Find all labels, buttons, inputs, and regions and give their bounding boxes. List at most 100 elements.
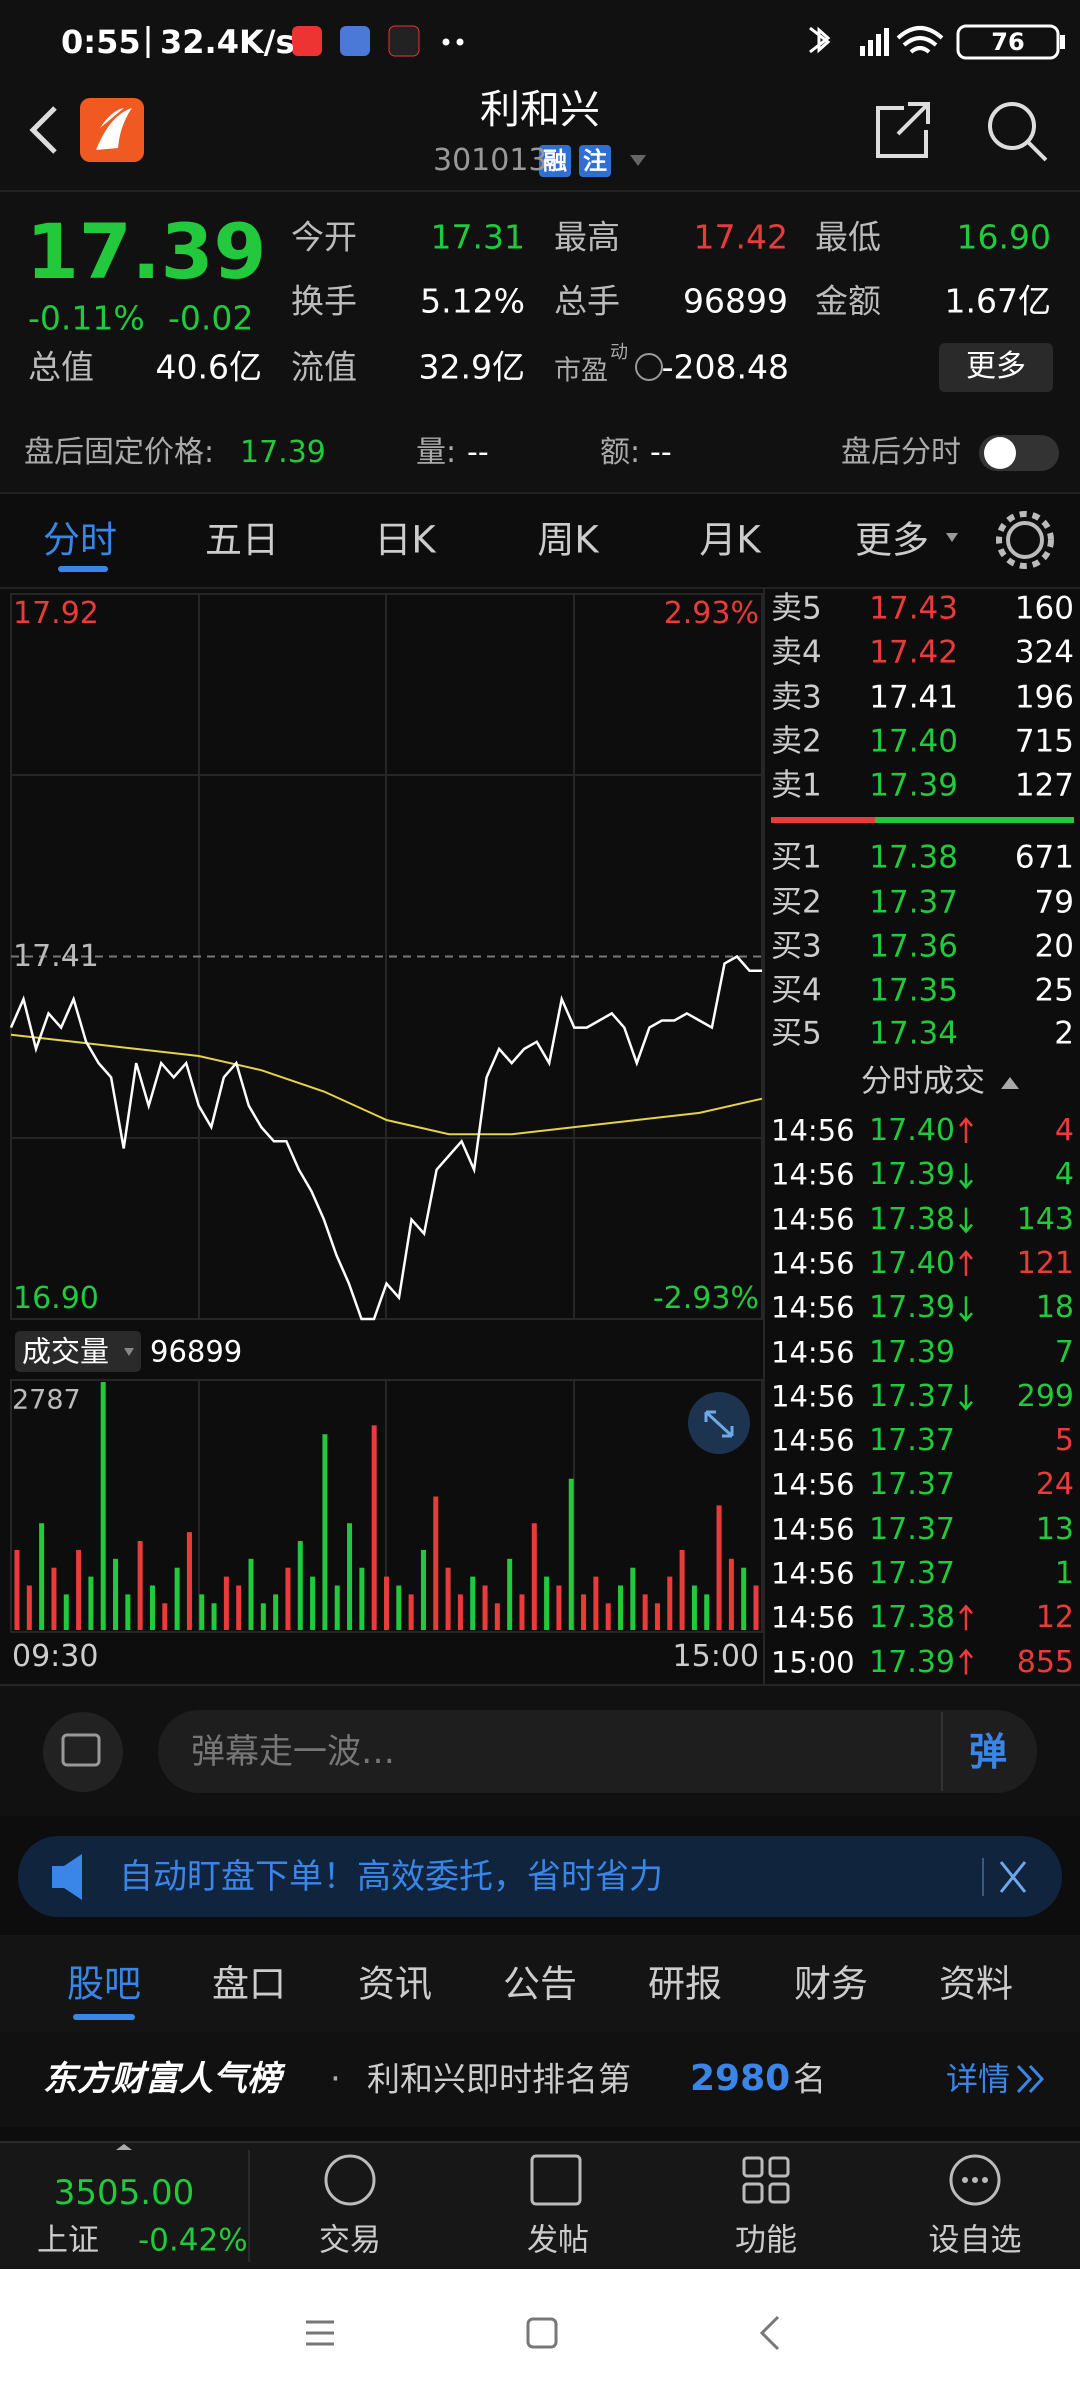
book-label: 卖2 xyxy=(771,723,822,760)
comment-input[interactable] xyxy=(158,1710,1037,1793)
watchlist-icon[interactable] xyxy=(949,2154,1001,2206)
book-label: 卖3 xyxy=(771,679,822,716)
volume-bar xyxy=(113,1558,119,1630)
tag: 融 xyxy=(543,147,567,175)
more-button-label[interactable]: 更多 xyxy=(966,349,1026,384)
index-value[interactable]: 3505.00 xyxy=(53,2173,195,2213)
nav-item[interactable]: 交易 xyxy=(319,2222,381,2259)
back-icon[interactable] xyxy=(29,106,57,154)
after-hours-volume-label: 量: xyxy=(416,435,457,470)
news-tab[interactable]: 研报 xyxy=(648,1962,722,2006)
volume-bar xyxy=(716,1505,722,1630)
nav-item[interactable]: 设自选 xyxy=(928,2222,1022,2259)
back-button[interactable] xyxy=(759,2315,780,2351)
news-tab[interactable]: 资料 xyxy=(939,1962,1013,2006)
comment-icon-bg[interactable] xyxy=(43,1712,123,1792)
book-label: 卖1 xyxy=(771,767,822,804)
volume-bar xyxy=(63,1594,69,1630)
battery-level: 76 xyxy=(991,28,1025,56)
home-button[interactable] xyxy=(526,2317,558,2349)
banner-bg[interactable] xyxy=(18,1836,1062,1917)
dropdown[interactable] xyxy=(630,155,646,166)
index-name: 上证 xyxy=(37,2222,99,2259)
volume-bar xyxy=(88,1576,94,1630)
volume-selector[interactable] xyxy=(15,1331,141,1372)
trade-icon[interactable] xyxy=(324,2154,376,2206)
ranking-bg xyxy=(0,2032,1080,2127)
book-price: 17.37 xyxy=(869,884,958,921)
expand-icon xyxy=(704,1410,734,1438)
average-line xyxy=(10,1033,763,1136)
more-button[interactable] xyxy=(939,343,1053,392)
news-tab[interactable]: 公告 xyxy=(503,1962,577,2006)
after-hours-toggle-label: 盘后分时 xyxy=(841,435,961,470)
news-tab[interactable]: 资讯 xyxy=(358,1962,432,2006)
tag-bg xyxy=(539,145,571,177)
volume-bar xyxy=(654,1603,660,1630)
field-label: 金额 xyxy=(815,281,881,321)
volume-bar xyxy=(531,1523,537,1630)
trade-time: 14:56 xyxy=(771,1512,855,1547)
net-speed: 32.4K/s xyxy=(160,23,295,61)
book-label: 买4 xyxy=(771,972,822,1009)
volume-bar xyxy=(39,1523,45,1630)
share-icon[interactable] xyxy=(876,102,930,158)
chart-tab[interactable]: 五日 xyxy=(205,518,279,562)
news-tab[interactable]: 股吧 xyxy=(67,1962,141,2006)
volume-bar xyxy=(347,1523,353,1630)
y-tick-label: 17.92 xyxy=(13,596,99,631)
speaker-icon xyxy=(52,1854,82,1900)
trade-time: 14:56 xyxy=(771,1113,855,1148)
field-value: 17.31 xyxy=(430,217,525,257)
volume-bar xyxy=(667,1576,673,1630)
chart-tab[interactable]: 周K xyxy=(537,518,599,562)
function-icon[interactable] xyxy=(742,2156,790,2204)
volume-bar xyxy=(260,1603,266,1630)
comment-placeholder[interactable]: 弹幕走一波… xyxy=(191,1732,395,1772)
ranking-link[interactable]: 详情 xyxy=(946,2060,1011,2098)
book-volume: 671 xyxy=(1014,839,1074,876)
banner-text[interactable]: 自动盯盘下单！高效委托，省时省力 xyxy=(119,1857,663,1897)
field-label: 最低 xyxy=(815,217,881,257)
volume-bar xyxy=(125,1594,131,1630)
trade-volume: 13 xyxy=(1035,1511,1074,1547)
close-icon[interactable] xyxy=(999,1861,1027,1893)
trade-time: 14:56 xyxy=(771,1467,855,1502)
menu-button[interactable] xyxy=(306,2320,334,2346)
post-icon[interactable] xyxy=(530,2154,582,2206)
trade-time: 14:56 xyxy=(771,1157,855,1192)
ranking-brand: 东方财富人气榜 xyxy=(43,2059,281,2099)
search-icon[interactable] xyxy=(988,102,1036,150)
percent-tick-label: -2.93% xyxy=(652,1281,759,1316)
stock-code: 301013 xyxy=(433,143,548,178)
field-label: 今开 xyxy=(291,217,357,257)
news-tab[interactable]: 盘口 xyxy=(212,1962,286,2006)
trade-volume: 143 xyxy=(1016,1201,1074,1237)
nav-item[interactable]: 发帖 xyxy=(527,2222,589,2259)
danmaku-button[interactable]: 弹 xyxy=(968,1730,1008,1774)
logo-mark xyxy=(96,108,132,150)
chart-tab[interactable]: 月K xyxy=(699,518,761,562)
volume-tick-label: 2787 xyxy=(12,1384,81,1416)
change: -0.02 xyxy=(168,298,254,338)
trade-arrow xyxy=(959,1384,973,1411)
volume-bar xyxy=(273,1594,279,1630)
chart-tab[interactable]: 日K xyxy=(374,518,436,562)
stock-name: 利和兴 xyxy=(480,87,600,133)
chart-tab[interactable]: 更多 xyxy=(855,518,929,562)
news-tab[interactable]: 财务 xyxy=(794,1962,868,2006)
volume-bar xyxy=(408,1594,414,1630)
nav-item[interactable]: 功能 xyxy=(735,2222,797,2259)
info-icon[interactable] xyxy=(635,353,663,381)
volume-bar xyxy=(236,1585,242,1630)
chart-tab[interactable]: 分时 xyxy=(43,518,117,562)
trade-volume: 4 xyxy=(1054,1157,1074,1193)
settings-icon[interactable] xyxy=(1006,521,1044,559)
collapse-icon[interactable] xyxy=(1001,1077,1019,1089)
volume-bar xyxy=(359,1567,365,1630)
after-hours-amount: -- xyxy=(650,435,672,470)
dropdown xyxy=(946,533,958,542)
ask-strength xyxy=(771,817,875,823)
